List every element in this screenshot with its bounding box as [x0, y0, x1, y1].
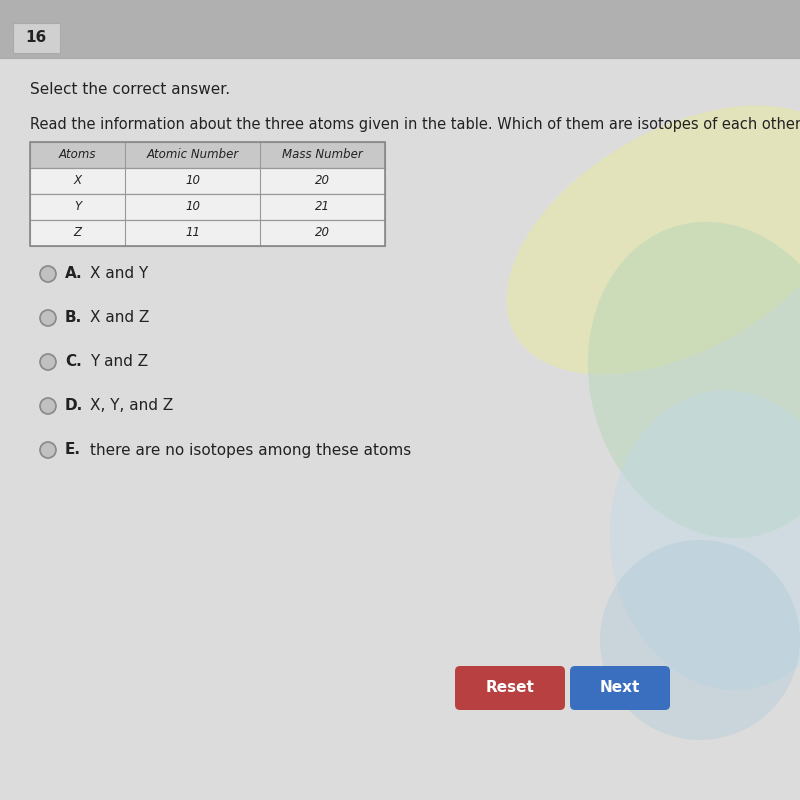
Text: X, Y, and Z: X, Y, and Z	[90, 398, 174, 414]
Text: Atoms: Atoms	[58, 149, 96, 162]
Text: E.: E.	[65, 442, 81, 458]
Ellipse shape	[588, 222, 800, 538]
Circle shape	[40, 398, 56, 414]
Circle shape	[40, 354, 56, 370]
FancyBboxPatch shape	[570, 666, 670, 710]
Ellipse shape	[600, 540, 800, 740]
Text: Next: Next	[600, 681, 640, 695]
Circle shape	[40, 442, 56, 458]
FancyBboxPatch shape	[30, 220, 385, 246]
Ellipse shape	[506, 106, 800, 374]
Text: Y: Y	[74, 201, 81, 214]
Text: X: X	[74, 174, 82, 187]
Text: 16: 16	[26, 30, 46, 46]
FancyBboxPatch shape	[13, 23, 60, 53]
Text: B.: B.	[65, 310, 82, 326]
FancyBboxPatch shape	[30, 168, 385, 194]
Text: X and Z: X and Z	[90, 310, 150, 326]
Text: Atomic Number: Atomic Number	[146, 149, 238, 162]
Circle shape	[40, 310, 56, 326]
Ellipse shape	[610, 390, 800, 690]
Circle shape	[40, 266, 56, 282]
Text: 11: 11	[185, 226, 200, 239]
Text: D.: D.	[65, 398, 83, 414]
FancyBboxPatch shape	[30, 194, 385, 220]
Text: Reset: Reset	[486, 681, 534, 695]
Text: 10: 10	[185, 174, 200, 187]
Text: 20: 20	[315, 174, 330, 187]
Text: Y and Z: Y and Z	[90, 354, 148, 370]
Text: Select the correct answer.: Select the correct answer.	[30, 82, 230, 98]
Text: C.: C.	[65, 354, 82, 370]
Text: 10: 10	[185, 201, 200, 214]
FancyBboxPatch shape	[30, 142, 385, 168]
Text: Read the information about the three atoms given in the table. Which of them are: Read the information about the three ato…	[30, 117, 800, 131]
Text: there are no isotopes among these atoms: there are no isotopes among these atoms	[90, 442, 411, 458]
Text: X and Y: X and Y	[90, 266, 148, 282]
Text: A.: A.	[65, 266, 82, 282]
FancyBboxPatch shape	[455, 666, 565, 710]
Text: 20: 20	[315, 226, 330, 239]
FancyBboxPatch shape	[0, 0, 800, 58]
Text: Z: Z	[74, 226, 82, 239]
Text: 21: 21	[315, 201, 330, 214]
Text: Mass Number: Mass Number	[282, 149, 363, 162]
